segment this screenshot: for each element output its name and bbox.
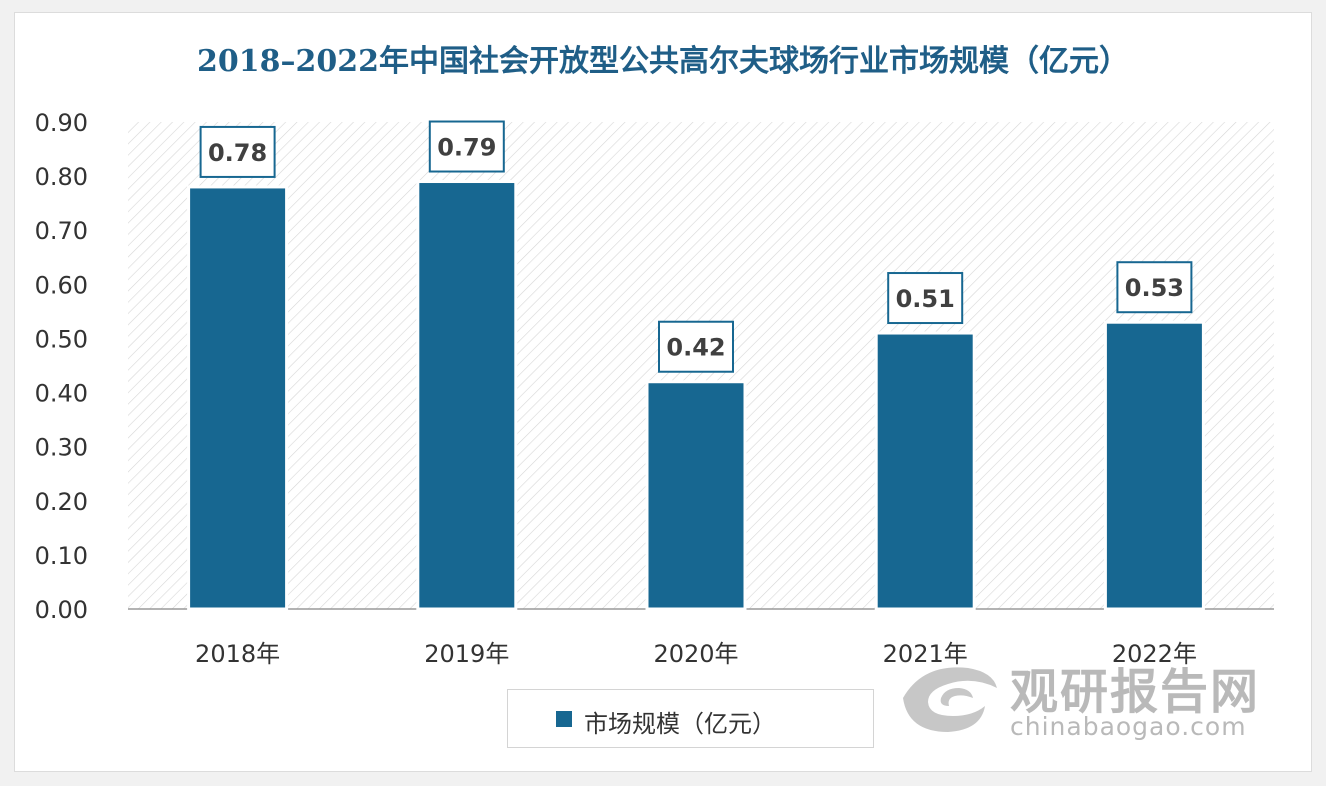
y-tick-label: 0.80 bbox=[35, 163, 88, 191]
y-tick-label: 0.20 bbox=[35, 488, 88, 516]
data-label-box bbox=[887, 272, 964, 325]
data-label: 0.78 bbox=[208, 139, 267, 167]
watermark-logo-icon bbox=[903, 667, 997, 732]
data-label-box bbox=[658, 320, 734, 373]
chart-title: 2018–2022年中国社会开放型公共高尔夫球场行业市场规模（亿元） bbox=[197, 44, 1129, 79]
data-label: 0.51 bbox=[896, 285, 955, 313]
y-tick-label: 0.00 bbox=[35, 596, 88, 624]
y-tick-label: 0.70 bbox=[35, 217, 88, 245]
watermark-name: 观研报告网 bbox=[1010, 664, 1261, 720]
x-tick-label: 2020年 bbox=[653, 640, 738, 668]
data-label-box bbox=[1116, 261, 1193, 314]
x-tick-label: 2019年 bbox=[424, 640, 509, 668]
chart-legend: 市场规模（亿元） bbox=[507, 689, 874, 748]
bar bbox=[874, 331, 976, 611]
y-tick-label: 0.90 bbox=[35, 109, 88, 137]
legend-label: 市场规模（亿元） bbox=[584, 710, 776, 738]
bar bbox=[416, 180, 518, 611]
x-tick-label: 2022年 bbox=[1112, 640, 1197, 668]
data-label: 0.53 bbox=[1125, 274, 1184, 302]
watermark-url: chinabaogao.com bbox=[1010, 712, 1247, 741]
data-label-box bbox=[428, 120, 505, 173]
y-tick-label: 0.50 bbox=[35, 325, 88, 353]
x-tick-label: 2021年 bbox=[883, 640, 968, 668]
x-tick-label: 2018年 bbox=[195, 640, 280, 668]
bar bbox=[1103, 320, 1205, 611]
y-tick-label: 0.60 bbox=[35, 271, 88, 299]
data-label: 0.42 bbox=[666, 334, 725, 362]
y-tick-label: 0.10 bbox=[35, 542, 88, 570]
data-label: 0.79 bbox=[437, 134, 496, 162]
y-tick-label: 0.40 bbox=[35, 380, 88, 408]
legend-swatch bbox=[556, 711, 572, 727]
bar bbox=[645, 380, 747, 611]
y-tick-label: 0.30 bbox=[35, 434, 88, 462]
data-label-box bbox=[199, 125, 276, 178]
bar bbox=[187, 185, 289, 611]
